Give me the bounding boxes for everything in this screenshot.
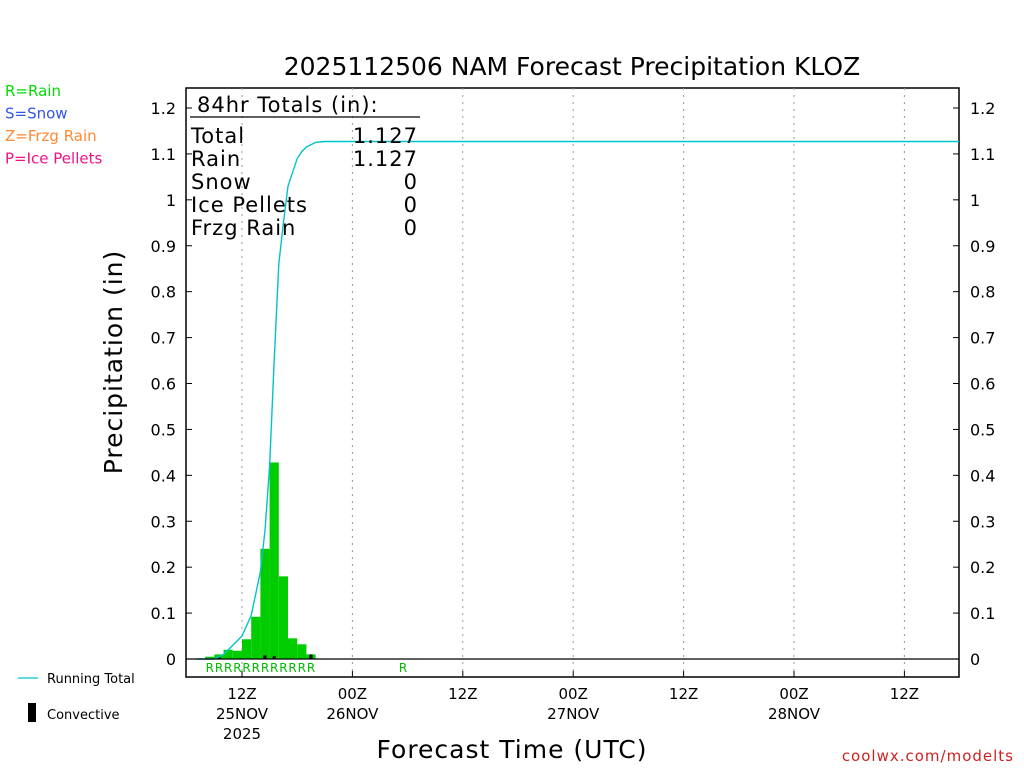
y-tick-label-right: 0 [970, 650, 980, 669]
ptype-mark: R [279, 661, 287, 675]
y-tick-label-right: 0.9 [970, 237, 995, 256]
totals-row-value: 1.127 [353, 147, 418, 171]
y-tick-label-left: 0 [166, 650, 176, 669]
y-tick-label-right: 0.6 [970, 375, 995, 394]
x-axis-label: Forecast Time (UTC) [377, 735, 648, 764]
ptype-mark: R [242, 661, 250, 675]
x-tick-date: 25NOV [216, 705, 269, 723]
y-tick-label-left: 0.2 [151, 558, 176, 577]
y-tick-label-left: 0.9 [151, 237, 176, 256]
x-tick-date: 28NOV [768, 705, 821, 723]
totals-row-label: Rain [191, 147, 241, 171]
rain-bar [278, 576, 288, 659]
y-axis-label: Precipitation (in) [99, 250, 128, 475]
ptype-mark: R [206, 661, 214, 675]
y-tick-label-left: 1.2 [151, 99, 176, 118]
x-tick-label: 12Z [227, 685, 256, 703]
x-tick-label: 00Z [779, 685, 808, 703]
x-tick-label: 00Z [338, 685, 367, 703]
y-tick-label-right: 1.1 [970, 145, 995, 164]
rain-bar [232, 650, 242, 659]
y-tick-label-left: 0.7 [151, 329, 176, 348]
x-tick-label: 00Z [559, 685, 588, 703]
x-tick-date: 26NOV [326, 705, 379, 723]
ptype-legend-item: P=Ice Pellets [5, 150, 102, 168]
x-tick-date: 27NOV [547, 705, 600, 723]
totals-row-label: Ice Pellets [191, 193, 308, 217]
y-tick-label-right: 0.2 [970, 558, 995, 577]
ptype-mark: R [215, 661, 223, 675]
y-tick-label-right: 1.2 [970, 99, 995, 118]
totals-row-value: 0 [404, 170, 418, 194]
ptype-mark: R [399, 661, 407, 675]
ptype-mark: R [288, 661, 296, 675]
convective-bar [309, 654, 313, 659]
rain-bar [260, 548, 270, 659]
convective-legend-label: Convective [47, 708, 120, 723]
y-tick-label-right: 0.4 [970, 466, 995, 485]
rain-bar [242, 639, 252, 659]
chart-title: 2025112506 NAM Forecast Precipitation KL… [284, 52, 861, 81]
totals-row-value: 0 [404, 216, 418, 240]
rain-bar [223, 649, 233, 659]
series-legend: Running Total Convective [18, 672, 135, 723]
totals-row-label: Total [190, 124, 245, 148]
ptype-legend-item: Z=Frzg Rain [5, 127, 97, 145]
rain-bar [269, 462, 279, 659]
convective-bar [217, 656, 221, 659]
y-tick-label-left: 0.6 [151, 375, 176, 394]
running-total-legend-label: Running Total [47, 672, 135, 687]
credit-text: coolwx.com/modelts [842, 747, 1014, 765]
y-tick-label-right: 1 [970, 191, 980, 210]
y-tick-label-left: 0.8 [151, 283, 176, 302]
totals-header: 84hr Totals (in): [197, 93, 379, 117]
y-tick-label-right: 0.8 [970, 283, 995, 302]
totals-box: 84hr Totals (in): Total 1.127 Rain 1.127 Sno… [190, 93, 420, 240]
y-tick-label-left: 0.1 [151, 604, 176, 623]
x-tick-year: 2025 [223, 725, 261, 743]
ptype-legend-item: R=Rain [5, 82, 61, 100]
ptype-mark: R [261, 661, 269, 675]
ptype-legend: R=Rain S=Snow Z=Frzg Rain P=Ice Pellets [5, 82, 102, 168]
rain-bar [205, 656, 215, 659]
x-tick-label: 12Z [448, 685, 477, 703]
totals-row-value: 1.127 [353, 124, 418, 148]
ptype-legend-item: S=Snow [5, 105, 68, 123]
ptype-mark: R [252, 661, 260, 675]
running-total-line [196, 140, 959, 660]
ptype-mark: R [224, 661, 232, 675]
totals-row-value: 0 [404, 193, 418, 217]
y-tick-label-right: 0.1 [970, 604, 995, 623]
convective-bar [263, 655, 267, 659]
y-tick-label-left: 0.4 [151, 466, 176, 485]
ptype-mark: R [307, 661, 315, 675]
rain-bar [288, 638, 298, 659]
x-tick-label: 12Z [890, 685, 919, 703]
convective-bar [272, 656, 276, 659]
ptype-mark: R [298, 661, 306, 675]
rain-bar [297, 644, 307, 659]
x-tick-label: 12Z [669, 685, 698, 703]
y-tick-label-right: 0.5 [970, 420, 995, 439]
y-tick-label-left: 0.3 [151, 512, 176, 531]
y-tick-label-left: 0.5 [151, 420, 176, 439]
plot-frame [185, 87, 960, 678]
y-tick-label-right: 0.3 [970, 512, 995, 531]
rain-bar [251, 616, 261, 659]
ptype-mark: R [270, 661, 278, 675]
totals-row-label: Frzg Rain [191, 216, 296, 240]
y-tick-label-left: 1 [166, 191, 176, 210]
convective-legend-swatch [28, 703, 36, 722]
y-tick-label-right: 0.7 [970, 329, 995, 348]
ptype-mark: R [233, 661, 241, 675]
y-tick-label-left: 1.1 [151, 145, 176, 164]
totals-row-label: Snow [191, 170, 252, 194]
